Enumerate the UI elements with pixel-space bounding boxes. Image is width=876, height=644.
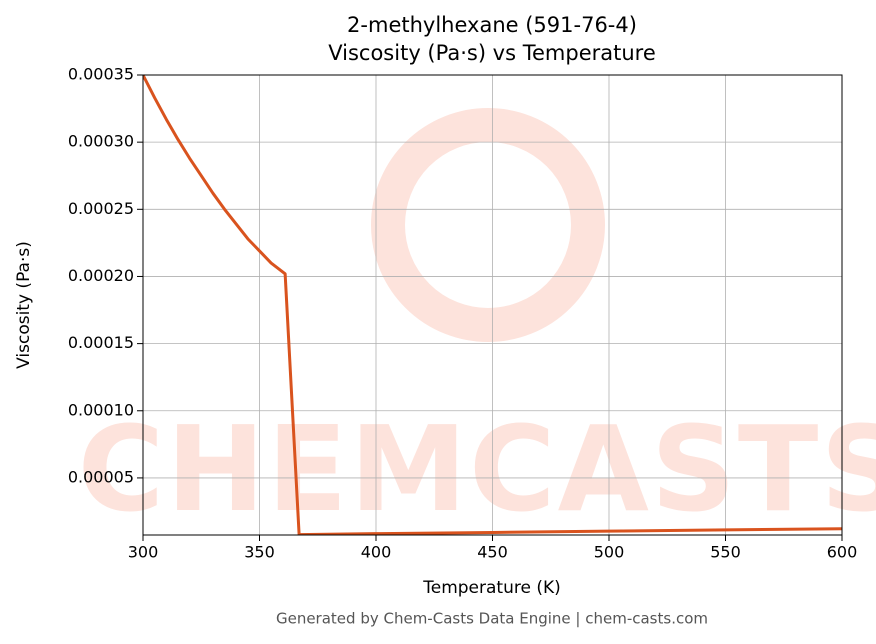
y-tick-label: 0.00015	[68, 333, 134, 352]
x-axis-label: Temperature (K)	[422, 578, 561, 598]
footer: Generated by Chem-Casts Data Engine | ch…	[276, 610, 708, 628]
x-tick-label: 300	[128, 543, 159, 562]
x-tick-label: 350	[244, 543, 275, 562]
x-tick-label: 500	[594, 543, 625, 562]
y-tick-label: 0.00005	[68, 467, 134, 486]
chart-subtitle: Viscosity (Pa·s) vs Temperature	[328, 41, 656, 65]
y-tick-label: 0.00035	[68, 65, 134, 84]
chart-title: 2-methylhexane (591-76-4)	[347, 13, 637, 37]
y-tick-label: 0.00025	[68, 199, 134, 218]
plot-frame	[142, 74, 843, 536]
y-tick-label: 0.00020	[68, 266, 134, 285]
x-tick-label: 550	[710, 543, 741, 562]
watermark: CHEMCASTS	[78, 400, 876, 538]
data-line	[143, 74, 842, 535]
x-tick-label: 600	[827, 543, 858, 562]
x-tick-label: 400	[361, 543, 392, 562]
y-tick-label: 0.00030	[68, 132, 134, 151]
y-tick-label: 0.00010	[68, 400, 134, 419]
x-tick-label: 450	[477, 543, 508, 562]
y-axis-label: Viscosity (Pa·s)	[14, 241, 34, 369]
watermark-logo	[371, 108, 605, 342]
